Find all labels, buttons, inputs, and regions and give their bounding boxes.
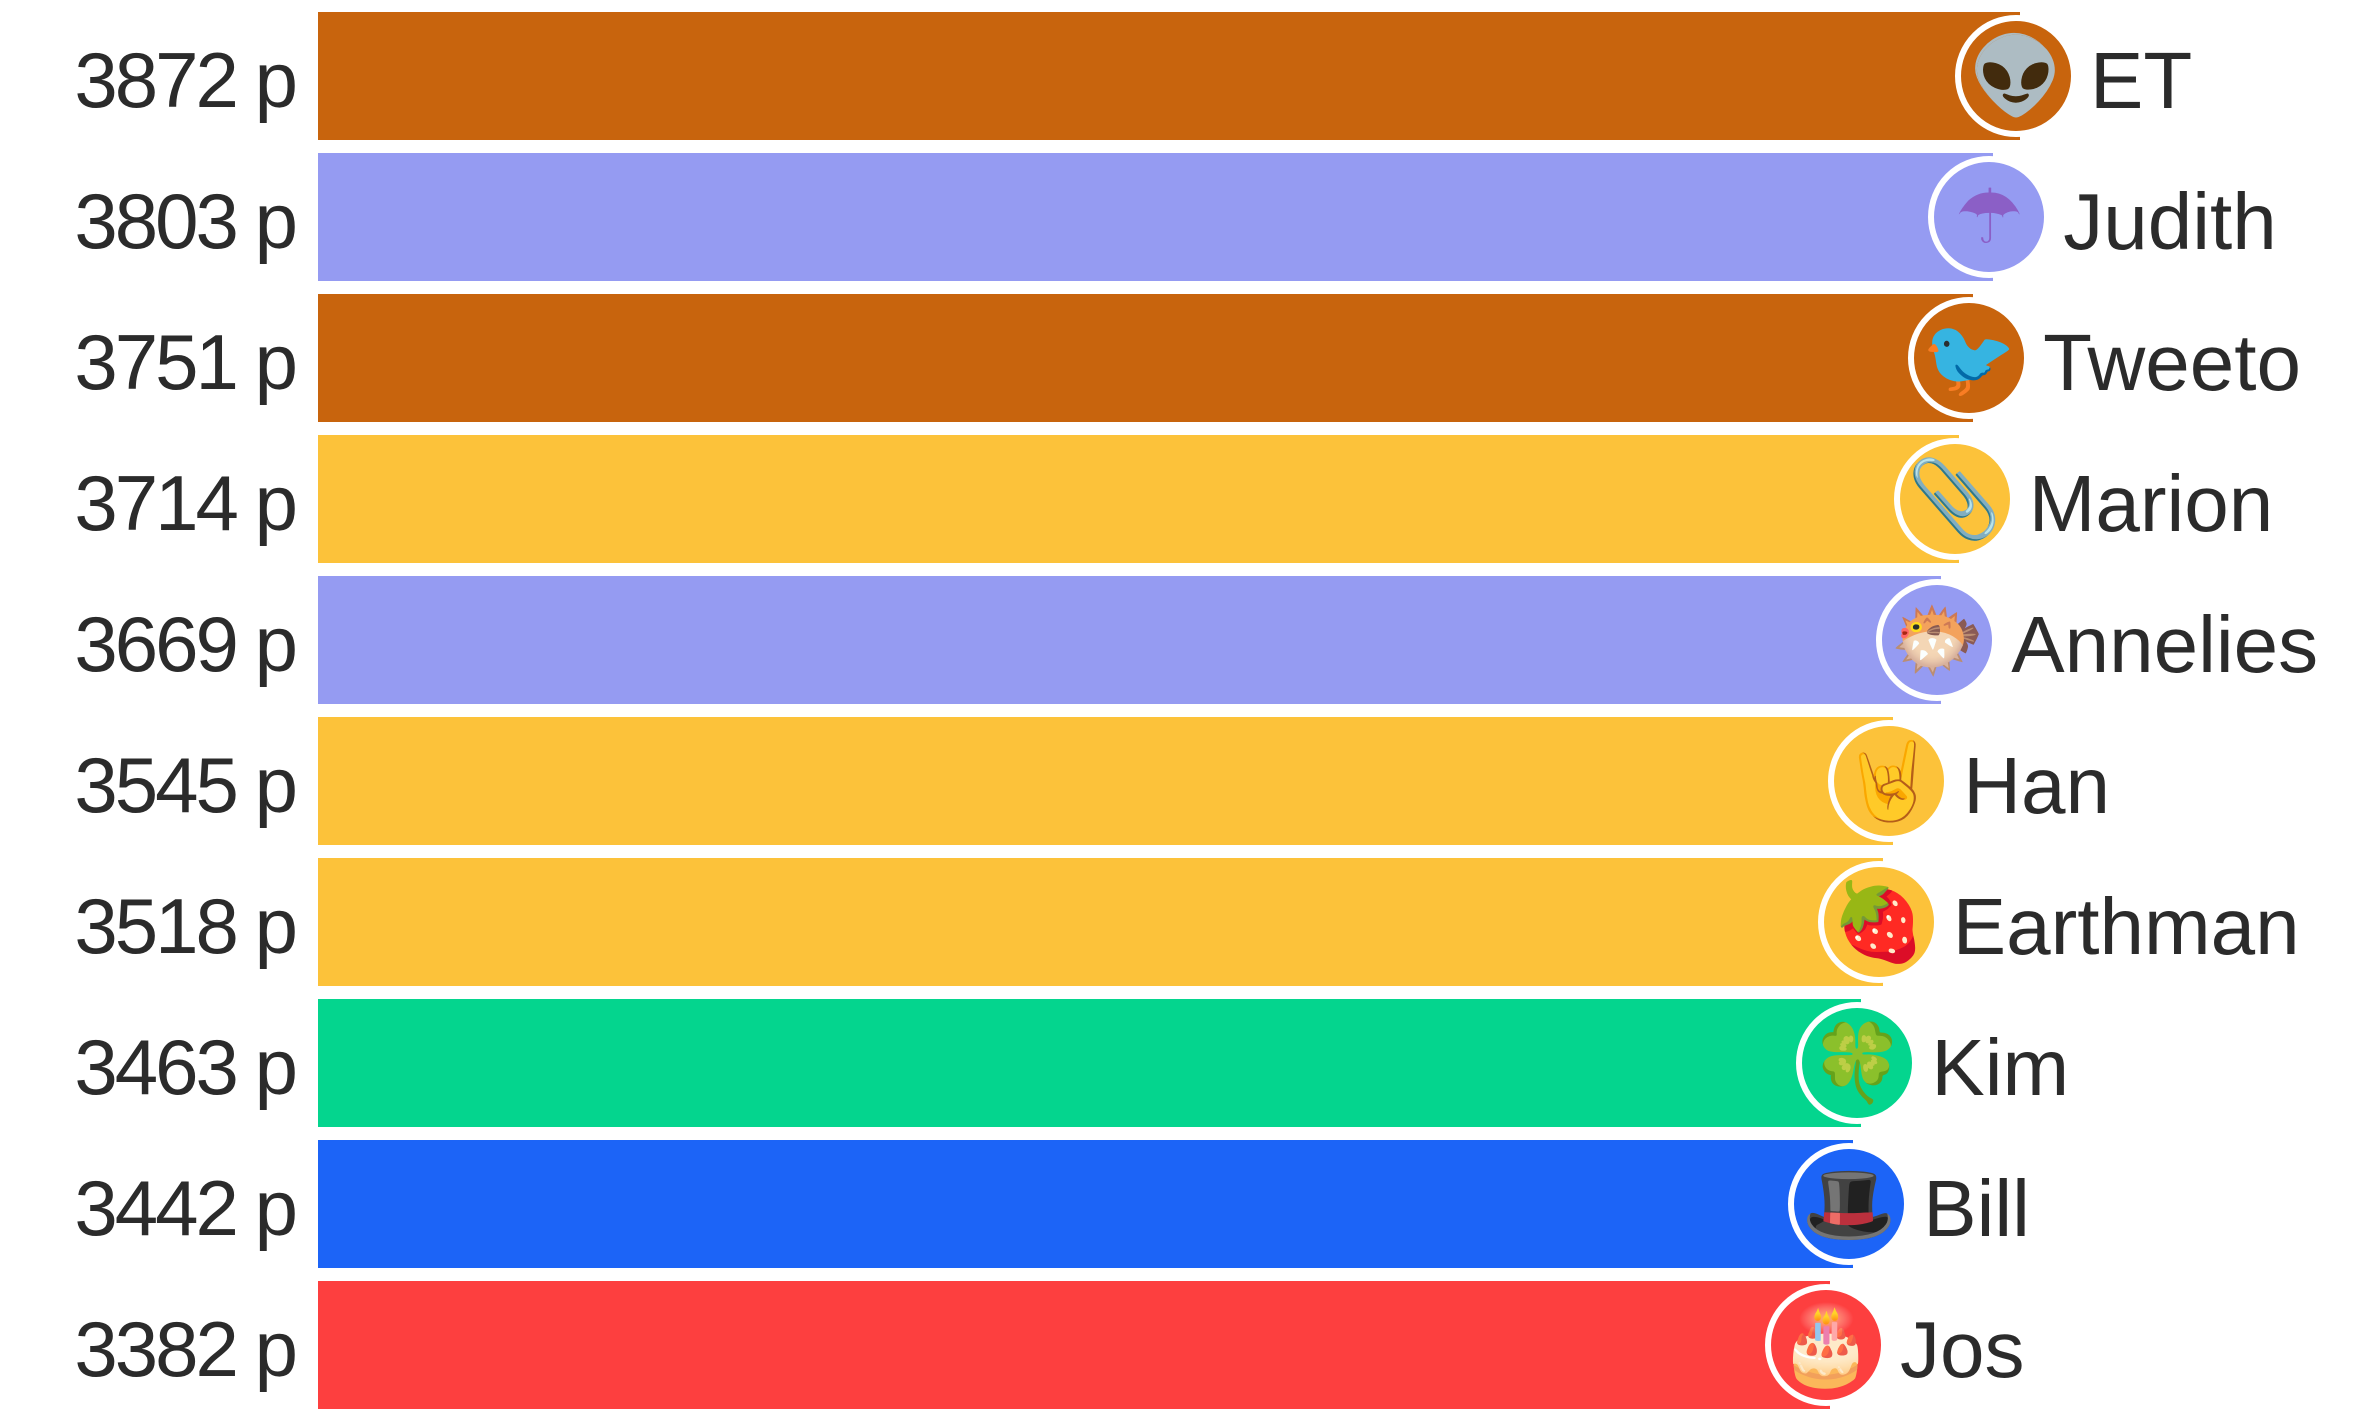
alien-icon-glyph: 👽 <box>1968 31 2064 120</box>
player-name: Kim <box>1931 1022 2070 1112</box>
leaderboard-row: 3382 p 🎂 Jos <box>0 1279 2370 1420</box>
score-bar <box>318 717 1894 845</box>
birthday-cake-icon: 🎂 <box>1765 1284 1887 1406</box>
score-label: 3382 p <box>74 1305 298 1393</box>
player-name: Annelies <box>2011 599 2319 689</box>
umbrella-icon: ☂ <box>1928 156 2051 278</box>
player-name: Jos <box>1900 1304 2025 1394</box>
leaderboard-row: 3669 p 🐡 Annelies <box>0 574 2370 715</box>
score-label: 3518 p <box>74 882 298 970</box>
top-hat-icon: 🎩 <box>1788 1143 1911 1265</box>
paperclip-icon: 📎 <box>1893 438 2016 560</box>
umbrella-icon-glyph: ☂ <box>1955 172 2024 261</box>
leaderboard-row: 3751 p 🐦 Tweeto <box>0 292 2370 433</box>
score-label: 3714 p <box>74 459 298 547</box>
player-name: Bill <box>1923 1163 2030 1253</box>
bird-icon-glyph: 🐦 <box>1921 313 2017 402</box>
leaderboard-row: 3714 p 📎 Marion <box>0 433 2370 574</box>
bird-icon: 🐦 <box>1908 297 2031 419</box>
score-label: 3545 p <box>74 741 298 829</box>
player-name: Earthman <box>1952 881 2300 971</box>
score-label: 3463 p <box>74 1023 298 1111</box>
score-label: 3669 p <box>74 600 298 688</box>
strawberry-icon: 🍓 <box>1817 861 1940 983</box>
leaderboard-row: 3463 p 🍀 Kim <box>0 997 2370 1138</box>
strawberry-icon-glyph: 🍓 <box>1831 877 1927 966</box>
leaderboard-row: 3545 p 🤘 Han <box>0 715 2370 856</box>
leaderboard-row: 3442 p 🎩 Bill <box>0 1138 2370 1279</box>
score-bar <box>318 999 1862 1127</box>
player-name: Marion <box>2028 458 2274 548</box>
score-bar <box>318 294 1974 422</box>
player-name: Tweeto <box>2043 317 2302 407</box>
leaderboard-row: 3803 p ☂ Judith <box>0 151 2370 292</box>
leaderboard-row: 3872 p 👽 ET <box>0 10 2370 151</box>
player-name: ET <box>2090 35 2193 125</box>
score-label: 3751 p <box>74 318 298 406</box>
score-label: 3442 p <box>74 1164 298 1252</box>
top-hat-icon-glyph: 🎩 <box>1801 1159 1897 1248</box>
player-name: Judith <box>2063 176 2277 266</box>
player-name: Han <box>1963 740 2110 830</box>
paperclip-icon-glyph: 📎 <box>1907 454 2003 543</box>
birthday-cake-icon-glyph: 🎂 <box>1778 1300 1874 1389</box>
alien-icon: 👽 <box>1955 15 2077 137</box>
score-bar <box>318 153 1994 281</box>
four-leaf-clover-icon: 🍀 <box>1796 1002 1919 1124</box>
rock-hand-icon-glyph: 🤘 <box>1841 736 1937 825</box>
rock-hand-icon: 🤘 <box>1828 720 1951 842</box>
score-bar <box>318 576 1942 704</box>
score-bar <box>318 1281 1830 1409</box>
score-bar <box>318 858 1883 986</box>
score-label: 3872 p <box>74 36 298 124</box>
pufferfish-icon-glyph: 🐡 <box>1889 595 1985 684</box>
score-bar <box>318 435 1959 563</box>
pufferfish-icon: 🐡 <box>1876 579 1999 701</box>
score-label: 3803 p <box>74 177 298 265</box>
score-bar <box>318 1140 1854 1268</box>
score-bar <box>318 12 2020 140</box>
four-leaf-clover-icon-glyph: 🍀 <box>1810 1018 1905 1107</box>
leaderboard-row: 3518 p 🍓 Earthman <box>0 856 2370 997</box>
